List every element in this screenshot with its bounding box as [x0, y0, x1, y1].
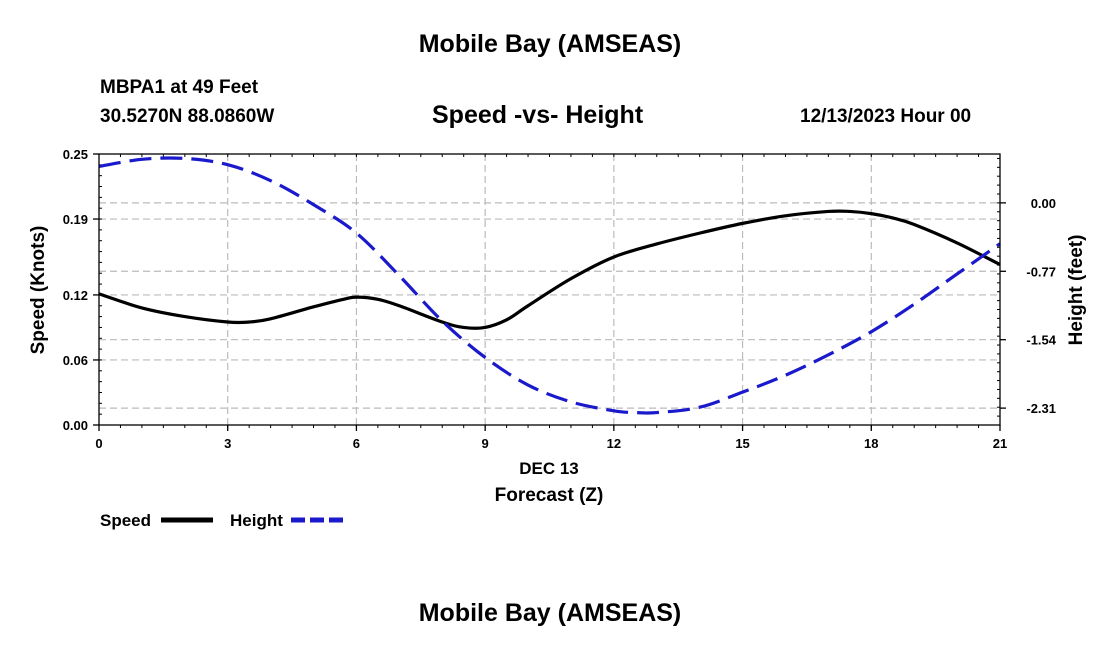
chart-subtitle: Speed -vs- Height	[432, 101, 644, 129]
y-left-tick-label: 0.06	[63, 353, 88, 368]
y-right-tick-label: -1.54	[1026, 333, 1056, 348]
plot-frame	[98, 153, 1001, 426]
x-tick-label: 12	[607, 436, 621, 451]
y-right-tick-label: -0.77	[1026, 264, 1056, 279]
x-tick-label: 21	[993, 436, 1007, 451]
y-left-tick-label: 0.12	[63, 288, 88, 303]
legend-label-height: Height	[230, 511, 283, 530]
legend-label-speed: Speed	[100, 511, 151, 530]
series-lines	[98, 156, 1001, 415]
y-right-tick-label: -2.31	[1026, 401, 1056, 416]
legend: Speed Height	[100, 511, 343, 530]
y-axis-right-title: Height (feet)	[1066, 235, 1087, 346]
y-left-tick-label: 0.25	[63, 147, 88, 162]
station-coordinates: 30.5270N 88.0860W	[100, 106, 275, 127]
tick-labels: 0 3 6 9 12 15 18 21 0.00 0.06 0.12 0.19 0.25 0.00 -0.7…	[63, 147, 1057, 451]
height-series-line	[98, 156, 1001, 415]
x-tick-label: 15	[735, 436, 749, 451]
x-tick-label: 18	[864, 436, 878, 451]
x-tick-label: 3	[224, 436, 231, 451]
y-right-tick-label: 0.00	[1031, 196, 1056, 211]
x-axis-date-label: DEC 13	[519, 459, 579, 478]
chart-title-top: Mobile Bay (AMSEAS)	[418, 30, 682, 58]
forecast-run-time: 12/13/2023 Hour 00	[800, 106, 972, 127]
grid-lines	[99, 154, 1000, 425]
y-left-tick-label: 0.19	[63, 212, 88, 227]
speed-series-line	[98, 209, 1001, 330]
station-name: MBPA1 at 49 Feet	[100, 77, 259, 98]
x-axis-title: Forecast (Z)	[495, 485, 604, 506]
y-left-tick-label: 0.00	[63, 418, 88, 433]
x-tick-label: 9	[482, 436, 489, 451]
chart-title-bottom: Mobile Bay (AMSEAS)	[418, 599, 682, 627]
x-tick-label: 6	[353, 436, 360, 451]
y-axis-left-title: Speed (Knots)	[28, 226, 49, 355]
x-tick-label: 0	[95, 436, 102, 451]
